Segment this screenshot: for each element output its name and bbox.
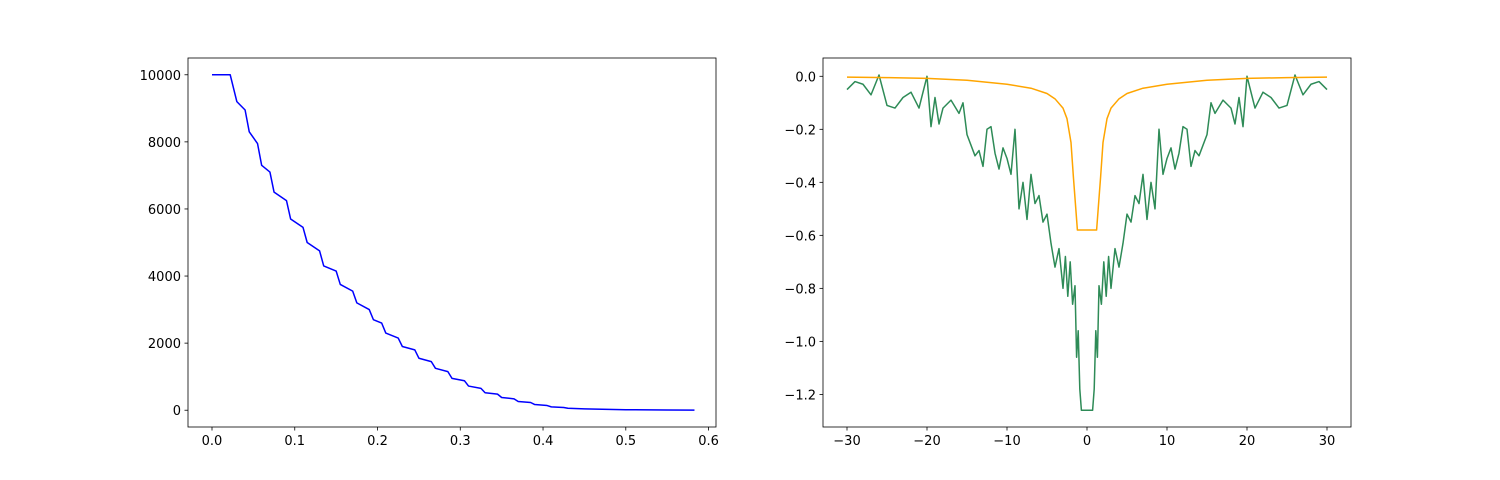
y-tick-label: −0.4: [784, 176, 816, 191]
x-tick-label: 0: [1083, 434, 1091, 449]
x-tick-label: 30: [1319, 434, 1336, 449]
y-tick-label: −1.0: [784, 335, 816, 350]
y-tick-label: 8000: [148, 136, 181, 151]
x-tick-label: 0.0: [202, 434, 223, 449]
axes-frame: [822, 57, 1352, 428]
x-tick-label: 0.6: [698, 434, 719, 449]
x-tick-label: 0.2: [367, 434, 388, 449]
x-tick-label: 10: [1159, 434, 1176, 449]
y-tick-label: −1.2: [784, 388, 816, 403]
x-tick-label: −20: [913, 434, 940, 449]
y-tick-label: 10000: [140, 69, 181, 84]
data-line: [846, 76, 1328, 231]
y-tick-label: 4000: [148, 270, 181, 285]
y-tick-label: 6000: [148, 203, 181, 218]
y-tick-label: 0: [173, 404, 181, 419]
x-tick-label: −10: [993, 434, 1020, 449]
y-tick-label: −0.8: [784, 282, 816, 297]
y-tick-label: 0.0: [795, 70, 816, 85]
x-tick-label: 20: [1239, 434, 1256, 449]
x-tick-label: 0.5: [615, 434, 636, 449]
x-tick-label: −30: [833, 434, 860, 449]
y-tick-label: −0.6: [784, 229, 816, 244]
data-line: [212, 74, 695, 411]
x-tick-label: 0.4: [533, 434, 554, 449]
axes-frame: [187, 57, 717, 428]
x-tick-label: 0.1: [284, 434, 305, 449]
y-tick-label: −0.2: [784, 123, 816, 138]
y-tick-label: 2000: [148, 337, 181, 352]
data-line: [846, 74, 1328, 412]
x-tick-label: 0.3: [450, 434, 471, 449]
